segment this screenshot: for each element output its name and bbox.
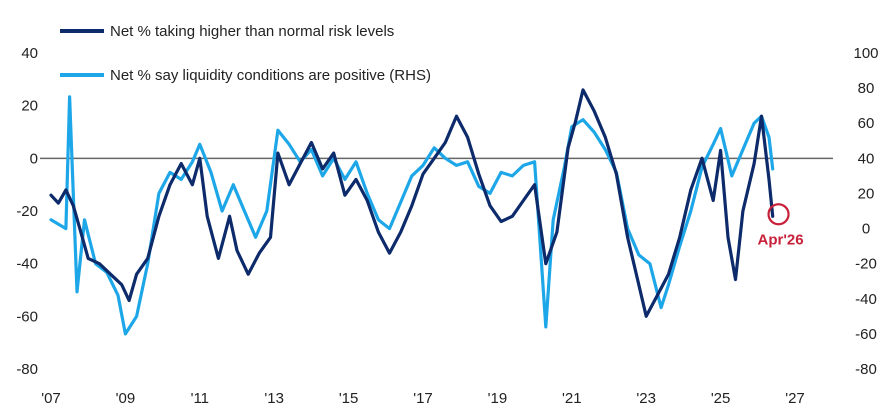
y-right-tick-label: 80	[858, 80, 875, 97]
y-right-tick-label: 100	[853, 45, 878, 62]
y-axis-left: 40 20 0 -20 -40 -60 -80	[16, 45, 38, 378]
x-tick-label: '23	[636, 390, 656, 407]
y-left-tick-label: 40	[21, 45, 38, 62]
y-right-tick-label: 60	[858, 115, 875, 132]
y-left-tick-label: -40	[16, 256, 38, 273]
legend: Net % taking higher than normal risk lev…	[60, 23, 431, 84]
annotation-layer: Apr'26	[757, 203, 804, 248]
y-right-tick-label: -20	[855, 256, 877, 273]
y-right-tick-label: 0	[862, 221, 870, 238]
series-line-liquidity	[49, 95, 775, 336]
x-tick-label: '09	[116, 390, 136, 407]
y-axis-right: 100 80 60 40 20 0 -20 -40 -60 -80	[853, 45, 878, 378]
annotation-circle	[767, 203, 790, 226]
y-left-tick-label: -20	[16, 203, 38, 220]
x-tick-label: '27	[785, 390, 805, 407]
x-tick-label: '19	[488, 390, 508, 407]
annotation-label: Apr'26	[757, 231, 803, 248]
x-tick-label: '15	[339, 390, 359, 407]
x-tick-label: '21	[562, 390, 582, 407]
legend-label: Net % say liquidity conditions are posit…	[110, 67, 431, 84]
y-right-tick-label: 20	[858, 185, 875, 202]
y-right-tick-label: -80	[855, 361, 877, 378]
y-left-tick-label: 0	[30, 150, 38, 167]
x-axis: '07 '09 '11 '13 '15 '17 '19 '21 '23 '25 '27	[41, 390, 805, 407]
x-tick-label: '11	[191, 390, 209, 407]
y-right-tick-label: -40	[855, 291, 877, 308]
y-left-tick-label: 20	[21, 98, 38, 115]
legend-label: Net % taking higher than normal risk lev…	[110, 23, 394, 40]
y-right-tick-label: 40	[858, 150, 875, 167]
x-tick-label: '25	[711, 390, 731, 407]
y-left-tick-label: -80	[16, 361, 38, 378]
y-right-tick-label: -60	[855, 326, 877, 343]
series-layer	[49, 88, 775, 336]
y-left-tick-label: -60	[16, 308, 38, 325]
series-line-risk	[49, 88, 775, 318]
x-tick-label: '17	[413, 390, 433, 407]
x-tick-label: '07	[41, 390, 61, 407]
x-tick-label: '13	[264, 390, 284, 407]
